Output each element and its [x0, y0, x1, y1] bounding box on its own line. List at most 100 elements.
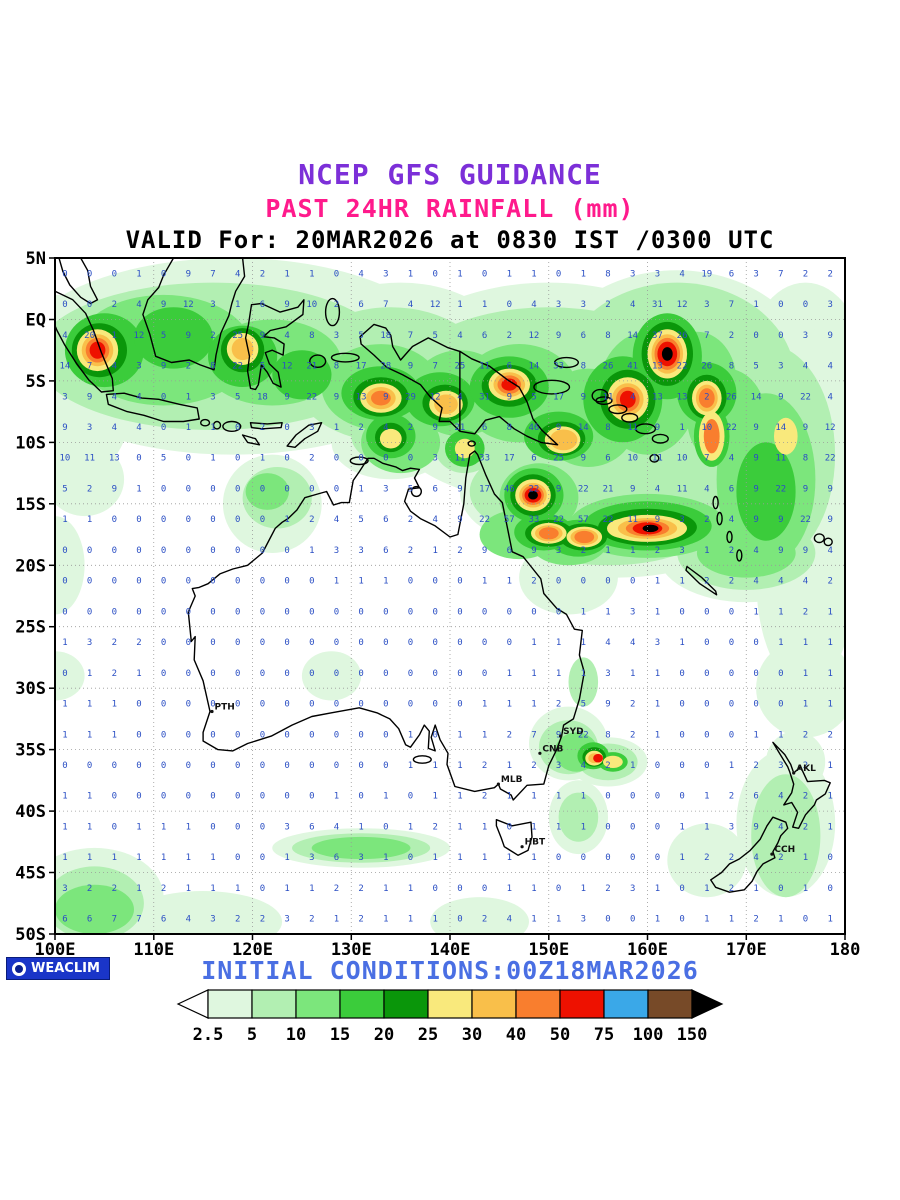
svg-text:18: 18 [257, 392, 268, 402]
svg-text:0: 0 [778, 669, 783, 679]
svg-text:0: 0 [507, 638, 512, 648]
svg-text:0: 0 [161, 638, 166, 648]
svg-text:2: 2 [704, 392, 709, 402]
svg-text:0: 0 [383, 638, 388, 648]
svg-text:0: 0 [383, 700, 388, 710]
svg-text:0: 0 [136, 700, 141, 710]
svg-text:2: 2 [729, 884, 734, 894]
svg-text:22: 22 [825, 454, 836, 464]
svg-text:0: 0 [482, 607, 487, 617]
svg-text:17: 17 [553, 392, 564, 402]
svg-text:SYD: SYD [563, 727, 583, 737]
svg-text:0: 0 [778, 300, 783, 310]
svg-text:4: 4 [827, 546, 832, 556]
svg-text:22: 22 [578, 730, 589, 740]
svg-text:2: 2 [334, 300, 339, 310]
svg-text:1: 1 [408, 730, 413, 740]
svg-text:11: 11 [677, 485, 688, 495]
svg-text:20: 20 [374, 1025, 394, 1045]
svg-text:9: 9 [62, 423, 67, 433]
svg-text:2: 2 [260, 915, 265, 925]
svg-text:0: 0 [235, 730, 240, 740]
svg-text:1: 1 [556, 823, 561, 833]
svg-text:0: 0 [432, 638, 437, 648]
svg-text:9: 9 [803, 546, 808, 556]
svg-text:0: 0 [408, 454, 413, 464]
svg-text:1: 1 [432, 761, 437, 771]
svg-text:2: 2 [803, 269, 808, 279]
svg-text:22: 22 [306, 392, 317, 402]
svg-text:2: 2 [408, 515, 413, 525]
legend-labels: 2.5 5 10 15 20 25 30 40 50 75 100 150 [193, 1025, 708, 1045]
svg-text:1: 1 [383, 792, 388, 802]
svg-text:0: 0 [334, 730, 339, 740]
svg-text:0: 0 [408, 638, 413, 648]
svg-text:0: 0 [161, 546, 166, 556]
coastlines [55, 258, 833, 893]
svg-text:1: 1 [605, 546, 610, 556]
svg-text:2: 2 [358, 915, 363, 925]
svg-text:0: 0 [778, 331, 783, 341]
svg-text:25: 25 [553, 454, 564, 464]
svg-text:0: 0 [284, 546, 289, 556]
svg-text:1: 1 [507, 853, 512, 863]
svg-text:2: 2 [531, 761, 536, 771]
svg-text:1: 1 [581, 269, 586, 279]
svg-text:4: 4 [136, 300, 141, 310]
svg-text:0: 0 [432, 884, 437, 894]
svg-text:75: 75 [594, 1025, 614, 1045]
svg-text:0: 0 [383, 607, 388, 617]
svg-text:1: 1 [531, 669, 536, 679]
svg-text:0: 0 [235, 607, 240, 617]
svg-text:0: 0 [556, 853, 561, 863]
svg-text:0: 0 [334, 454, 339, 464]
svg-text:0: 0 [309, 730, 314, 740]
svg-text:3: 3 [358, 853, 363, 863]
svg-text:46: 46 [528, 423, 539, 433]
svg-text:0: 0 [161, 669, 166, 679]
svg-text:10: 10 [701, 423, 712, 433]
svg-text:1: 1 [581, 607, 586, 617]
svg-text:25: 25 [232, 331, 243, 341]
svg-text:9: 9 [260, 331, 265, 341]
svg-text:0: 0 [309, 577, 314, 587]
svg-text:0: 0 [136, 515, 141, 525]
svg-text:150: 150 [677, 1025, 708, 1045]
svg-text:9: 9 [161, 362, 166, 372]
svg-text:0: 0 [432, 700, 437, 710]
svg-text:0: 0 [210, 577, 215, 587]
svg-text:2: 2 [803, 761, 808, 771]
svg-text:8: 8 [605, 423, 610, 433]
svg-text:2: 2 [161, 884, 166, 894]
svg-text:0: 0 [161, 700, 166, 710]
svg-text:2: 2 [334, 884, 339, 894]
svg-text:21: 21 [603, 485, 614, 495]
svg-text:0: 0 [235, 761, 240, 771]
lat-tick-label: 20S [15, 556, 46, 576]
svg-text:5: 5 [260, 362, 265, 372]
svg-text:0: 0 [358, 730, 363, 740]
svg-text:0: 0 [827, 884, 832, 894]
svg-text:10: 10 [677, 454, 688, 464]
svg-text:0: 0 [679, 700, 684, 710]
lon-tick-label: 130E [331, 940, 372, 960]
svg-text:9: 9 [778, 515, 783, 525]
svg-text:1: 1 [507, 761, 512, 771]
svg-text:0: 0 [778, 700, 783, 710]
lat-tick-label: 45S [15, 864, 46, 884]
lon-tick-label: 100E [35, 940, 76, 960]
lon-tick-label: 120E [232, 940, 273, 960]
svg-text:4: 4 [457, 331, 462, 341]
svg-text:0: 0 [556, 607, 561, 617]
svg-text:4: 4 [679, 269, 684, 279]
svg-text:0: 0 [630, 792, 635, 802]
svg-text:0: 0 [457, 577, 462, 587]
svg-text:6: 6 [753, 792, 758, 802]
svg-text:0: 0 [186, 792, 191, 802]
svg-text:0: 0 [284, 730, 289, 740]
lon-tick-label: 110E [133, 940, 174, 960]
svg-text:22: 22 [677, 362, 688, 372]
svg-text:1: 1 [136, 485, 141, 495]
svg-text:5: 5 [247, 1025, 257, 1045]
svg-text:0: 0 [334, 638, 339, 648]
